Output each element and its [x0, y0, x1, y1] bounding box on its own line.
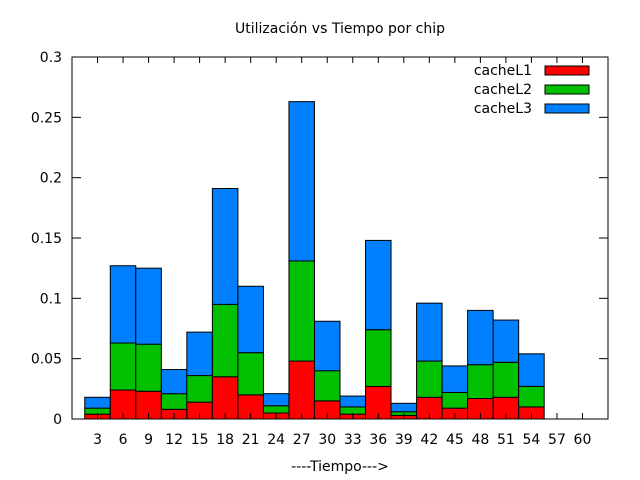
- bar-cacheL1-27: [288, 360, 315, 420]
- y-tick-label: 0.1: [40, 291, 62, 307]
- bar-cacheL3-51: [492, 319, 520, 363]
- legend-label-cacheL3: cacheL3: [474, 101, 532, 117]
- x-tick-label: 15: [191, 432, 209, 448]
- bar-cacheL2-12: [160, 393, 188, 410]
- bar-cacheL3-48: [467, 309, 494, 366]
- legend: cacheL1 cacheL2 cacheL3: [474, 63, 590, 117]
- x-axis-label: ----Tiempo--->: [291, 459, 389, 475]
- y-tick-label: 0.2: [40, 171, 62, 187]
- x-tick-label: 3: [93, 432, 102, 448]
- x-tick-label: 27: [293, 432, 311, 448]
- x-tick-label: 12: [165, 432, 183, 448]
- legend-label-cacheL2: cacheL2: [474, 82, 532, 98]
- legend-label-cacheL1: cacheL1: [474, 63, 532, 79]
- bar-cacheL2-27: [288, 260, 315, 362]
- bar-cacheL3-9: [135, 267, 162, 345]
- bar-cacheL3-15: [186, 331, 213, 377]
- x-tick-label: 24: [267, 432, 285, 448]
- bar-cacheL1-18: [211, 376, 239, 420]
- y-axis: 0 0.05 0.1 0.15 0.2 0.25 0.3: [31, 50, 608, 428]
- x-tick-label: 33: [344, 432, 362, 448]
- y-tick-label: 0.25: [31, 110, 62, 126]
- y-tick-label: 0: [53, 412, 62, 428]
- bar-cacheL3-12: [160, 369, 188, 395]
- bar-cacheL2-6: [109, 342, 137, 391]
- bar-cacheL3-3: [84, 396, 111, 409]
- x-tick-label: 18: [216, 432, 234, 448]
- bar-cacheL2-42: [416, 360, 443, 398]
- x-tick-label: 9: [144, 432, 153, 448]
- bar-cacheL2-36: [365, 329, 392, 387]
- legend-swatch-cacheL3: [544, 103, 590, 114]
- x-tick-label: 45: [446, 432, 464, 448]
- bar-cacheL2-48: [467, 364, 494, 399]
- x-tick-label: 39: [395, 432, 413, 448]
- bar-cacheL2-24: [262, 405, 290, 414]
- bar-cacheL2-54: [518, 385, 545, 408]
- bar-cacheL3-27: [288, 101, 315, 262]
- x-tick-label: 42: [420, 432, 438, 448]
- bar-cacheL2-18: [211, 303, 239, 378]
- bar-cacheL2-30: [313, 370, 341, 402]
- bar-cacheL3-6: [109, 265, 137, 344]
- bar-cacheL2-21: [237, 352, 264, 396]
- y-tick-label: 0.15: [31, 231, 62, 247]
- chart-title: Utilización vs Tiempo por chip: [235, 21, 445, 37]
- x-tick-label: 51: [497, 432, 515, 448]
- bars-layer: [84, 101, 545, 420]
- x-tick-label: 30: [318, 432, 336, 448]
- bar-cacheL3-30: [313, 320, 341, 372]
- x-tick-label: 6: [119, 432, 128, 448]
- y-tick-label: 0.3: [40, 50, 62, 66]
- x-tick-label: 21: [242, 432, 260, 448]
- legend-swatch-cacheL1: [544, 65, 590, 76]
- x-axis: 3 6 9 12 15 18 21 24 27 30 33 36 39 42 45 48 51 54 57 60: [93, 57, 591, 448]
- x-tick-label: 60: [574, 432, 592, 448]
- x-tick-label: 57: [548, 432, 566, 448]
- bar-cacheL3-54: [518, 353, 545, 387]
- bar-cacheL3-42: [416, 302, 443, 362]
- bar-cacheL2-51: [492, 361, 520, 398]
- bar-cacheL3-45: [441, 365, 469, 393]
- bar-cacheL3-24: [262, 393, 290, 407]
- x-tick-label: 54: [523, 432, 541, 448]
- bar-cacheL3-18: [211, 188, 239, 305]
- bar-cacheL3-21: [237, 285, 264, 354]
- y-tick-label: 0.05: [31, 352, 62, 368]
- bar-cacheL3-33: [339, 395, 367, 408]
- x-tick-label: 48: [471, 432, 489, 448]
- x-tick-label: 36: [369, 432, 387, 448]
- bar-cacheL3-36: [365, 239, 392, 331]
- bar-cacheL3-39: [390, 402, 418, 413]
- legend-swatch-cacheL2: [544, 84, 590, 95]
- bar-cacheL2-9: [135, 343, 162, 392]
- bar-cacheL2-45: [441, 391, 469, 409]
- bar-cacheL2-15: [186, 375, 213, 403]
